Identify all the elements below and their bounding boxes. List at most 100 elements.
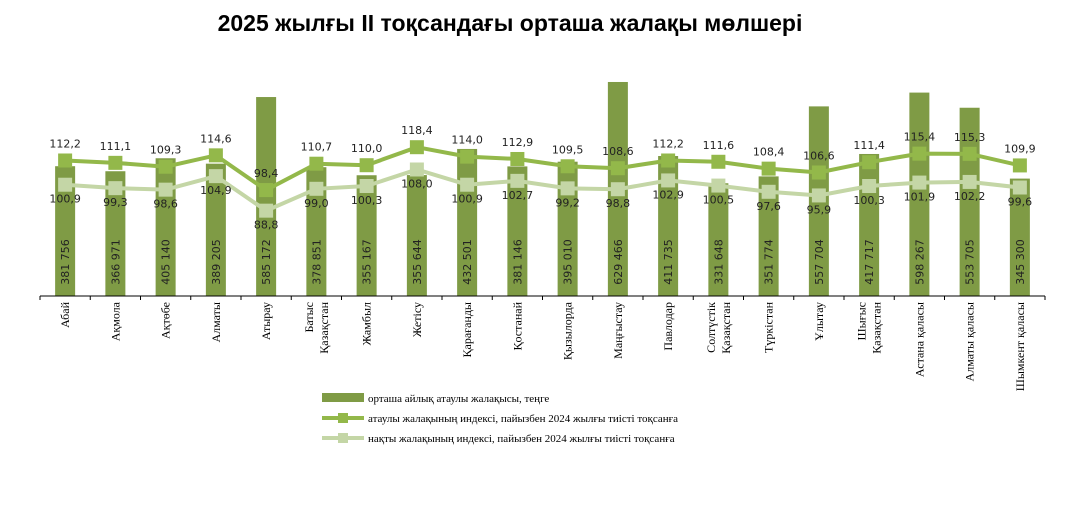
legend-real-marker	[338, 433, 348, 443]
real-index-marker	[510, 173, 525, 188]
category-label: Батыс	[302, 302, 316, 333]
real-index-marker	[711, 178, 726, 193]
real-index-marker	[108, 181, 123, 196]
nominal-index-marker	[409, 140, 424, 155]
real-data-label: 102,9	[652, 188, 684, 201]
real-data-label: 95,9	[807, 203, 832, 216]
real-index-line	[64, 167, 1021, 213]
real-index-marker	[912, 175, 927, 190]
category-label: Абай	[58, 301, 72, 327]
bar	[758, 176, 779, 296]
real-data-label: 100,5	[703, 194, 735, 207]
real-index-marker	[409, 162, 424, 177]
bar	[708, 183, 729, 296]
category-label: Қарағанды	[460, 302, 474, 358]
nominal-index-marker	[58, 153, 73, 168]
real-index-marker	[761, 184, 776, 199]
legend-label: орташа айлық атаулы жалақысы, теңге	[368, 393, 549, 405]
bar-data-label: 351 774	[763, 239, 776, 285]
real-data-label: 102,7	[502, 189, 534, 202]
nominal-data-label: 108,6	[602, 145, 634, 158]
bar-data-label: 355 644	[411, 239, 424, 285]
nominal-data-label: 106,6	[803, 149, 835, 162]
nominal-index-marker	[1012, 158, 1027, 173]
nominal-data-label: 110,7	[301, 141, 333, 154]
bar-data-label: 366 971	[109, 239, 122, 285]
category-label: Ұлытау	[812, 302, 826, 341]
nominal-data-label: 109,9	[1004, 142, 1036, 155]
category-label: Түркістан	[762, 301, 776, 353]
bar-data-label: 598 267	[913, 239, 926, 285]
bar	[306, 167, 327, 296]
bar	[406, 175, 427, 296]
category-label: Солтүстік	[704, 302, 718, 353]
real-data-label: 101,9	[904, 191, 936, 204]
bar-data-label: 629 466	[612, 239, 625, 285]
real-data-label: 99,3	[103, 196, 128, 209]
real-index-marker	[610, 182, 625, 197]
bar-data-label: 553 705	[964, 239, 977, 285]
category-label: Шығыс	[855, 302, 869, 340]
category-label: Қазақстан	[719, 301, 733, 353]
nominal-data-label: 109,5	[552, 143, 584, 156]
nominal-index-marker	[962, 146, 977, 161]
nominal-index-marker	[711, 154, 726, 169]
nominal-index-marker	[862, 155, 877, 170]
nominal-index-marker	[811, 165, 826, 180]
bar	[909, 92, 930, 296]
real-data-label: 100,9	[49, 193, 81, 206]
bar-data-label: 331 648	[712, 239, 725, 285]
real-index-marker	[158, 182, 173, 197]
nominal-data-label: 111,6	[703, 139, 735, 152]
real-data-label: 102,2	[954, 190, 986, 203]
category-label: Жетісу	[410, 302, 424, 337]
real-data-label: 98,8	[606, 197, 631, 210]
bar-data-label: 389 205	[210, 239, 223, 285]
real-data-label: 97,6	[756, 200, 781, 213]
real-index-marker	[661, 173, 676, 188]
nominal-data-label: 98,4	[254, 167, 279, 180]
category-label: Ақмола	[108, 301, 122, 341]
category-label: Қазақстан	[870, 301, 884, 353]
category-label: Павлодар	[661, 302, 675, 351]
nominal-data-label: 112,2	[49, 137, 81, 150]
real-data-label: 104,9	[200, 184, 232, 197]
category-label: Астана қаласы	[912, 302, 926, 377]
real-data-label: 99,6	[1008, 196, 1033, 209]
bar-data-label: 355 167	[361, 239, 374, 285]
real-index-marker	[359, 179, 374, 194]
nominal-data-label: 111,4	[853, 139, 885, 152]
real-data-label: 108,0	[401, 177, 433, 190]
real-index-marker	[962, 174, 977, 189]
nominal-data-label: 110,0	[351, 142, 383, 155]
category-label: Алматы	[209, 302, 223, 343]
nominal-index-marker	[108, 155, 123, 170]
real-index-marker	[259, 203, 274, 218]
legend-bar-swatch	[322, 393, 364, 402]
nominal-data-label: 118,4	[401, 124, 433, 137]
bar-data-label: 378 851	[310, 239, 323, 285]
category-label: Қызылорда	[561, 301, 575, 360]
bar	[356, 175, 377, 296]
bar	[658, 156, 679, 296]
bar	[1009, 178, 1030, 296]
bar-data-label: 557 704	[813, 239, 826, 285]
nominal-index-marker	[510, 151, 525, 166]
nominal-data-label: 115,3	[954, 131, 986, 144]
real-index-marker	[1012, 180, 1027, 195]
bar	[507, 166, 528, 296]
nominal-index-marker	[560, 159, 575, 174]
nominal-index-marker	[761, 161, 776, 176]
nominal-data-label: 114,6	[200, 132, 232, 145]
real-data-label: 100,3	[853, 194, 885, 207]
category-label: Шымкент қаласы	[1013, 302, 1027, 391]
nominal-data-label: 112,9	[502, 136, 534, 149]
category-label: Атырау	[259, 302, 273, 340]
real-index-marker	[208, 169, 223, 184]
category-label: Қостанай	[510, 301, 524, 350]
bar-data-label: 585 172	[260, 239, 273, 285]
legend-label: атаулы жалақының индексі, пайызбен 2024 …	[368, 413, 678, 425]
chart-title: 2025 жылғы ІІ тоқсандағы орташа жалақы м…	[217, 10, 803, 36]
category-label: Маңғыстау	[611, 302, 625, 359]
